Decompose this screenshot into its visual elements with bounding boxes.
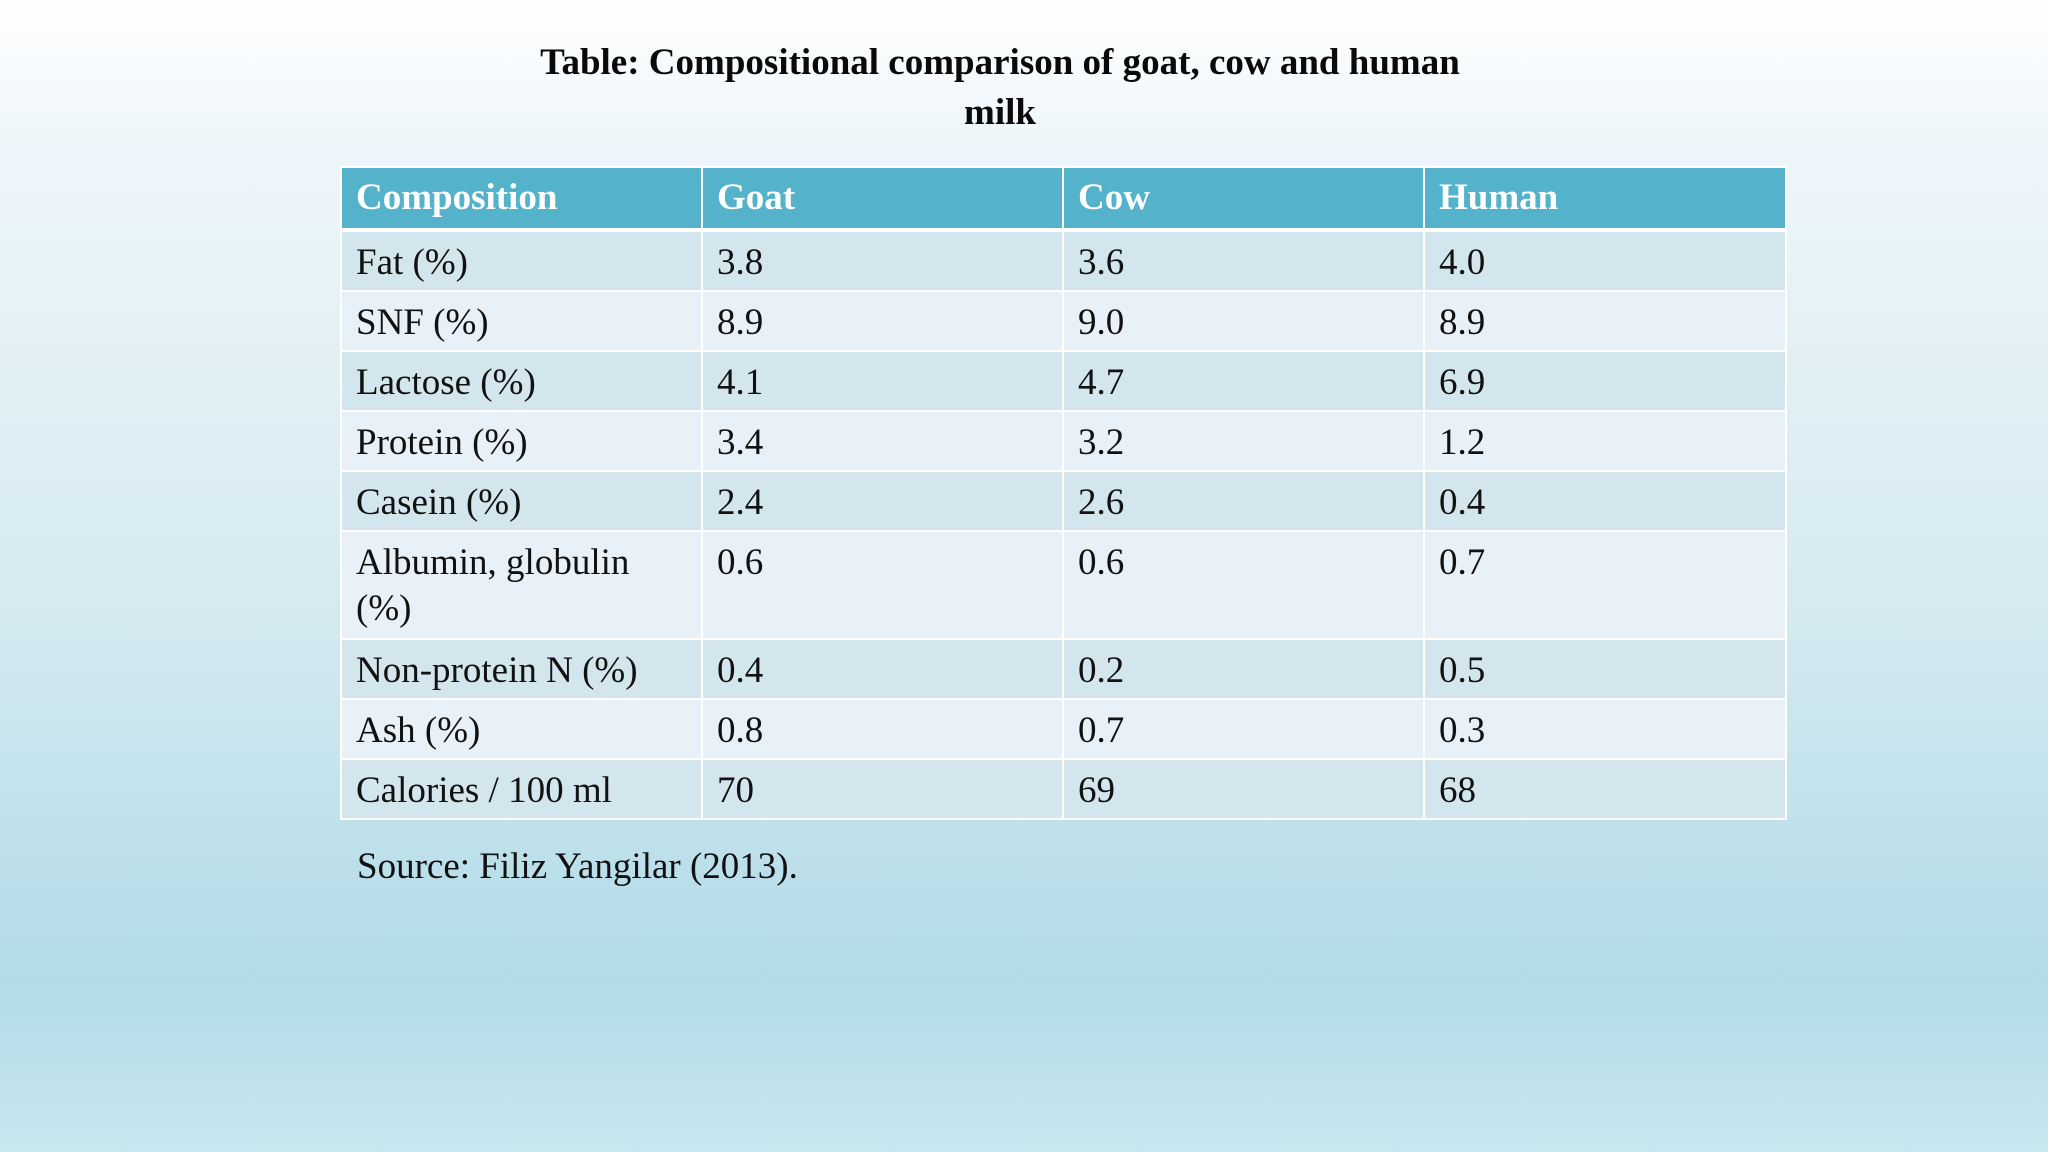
table-row: Calories / 100 ml 70 69 68 [340,758,1787,820]
cow-value: 69 [1062,758,1425,820]
table-row: Albumin, globulin (%) 0.6 0.6 0.7 [340,530,1787,640]
human-value: 68 [1423,758,1787,820]
cow-value: 4.7 [1062,350,1425,412]
source-citation: Source: Filiz Yangilar (2013). [357,846,798,887]
row-label: Fat (%) [340,229,703,292]
goat-value: 70 [701,758,1064,820]
human-value: 0.7 [1423,530,1787,640]
goat-value: 0.4 [701,638,1064,700]
row-label: Non-protein N (%) [340,638,703,700]
header-composition: Composition [340,166,703,232]
cow-value: 2.6 [1062,470,1425,532]
goat-value: 3.8 [701,229,1064,292]
row-label: Albumin, globulin (%) [340,530,703,640]
slide-title: Table: Compositional comparison of goat,… [540,42,1460,133]
table-row: Fat (%) 3.8 3.6 4.0 [340,229,1787,292]
goat-value: 0.6 [701,530,1064,640]
row-label: Protein (%) [340,410,703,472]
composition-table: Composition Goat Cow Human Fat (%) 3.8 3… [340,166,1787,820]
human-value: 0.3 [1423,698,1787,760]
cow-value: 0.2 [1062,638,1425,700]
header-cow: Cow [1062,166,1425,232]
row-label: SNF (%) [340,290,703,352]
goat-value: 0.8 [701,698,1064,760]
goat-value: 4.1 [701,350,1064,412]
table-row: Ash (%) 0.8 0.7 0.3 [340,698,1787,760]
human-value: 6.9 [1423,350,1787,412]
cow-value: 9.0 [1062,290,1425,352]
human-value: 0.4 [1423,470,1787,532]
human-value: 8.9 [1423,290,1787,352]
human-value: 1.2 [1423,410,1787,472]
table-row: SNF (%) 8.9 9.0 8.9 [340,290,1787,352]
goat-value: 8.9 [701,290,1064,352]
row-label: Lactose (%) [340,350,703,412]
table-row: Lactose (%) 4.1 4.7 6.9 [340,350,1787,412]
header-goat: Goat [701,166,1064,232]
row-label: Casein (%) [340,470,703,532]
cow-value: 0.6 [1062,530,1425,640]
table-row: Non-protein N (%) 0.4 0.2 0.5 [340,638,1787,700]
cow-value: 0.7 [1062,698,1425,760]
goat-value: 3.4 [701,410,1064,472]
cow-value: 3.6 [1062,229,1425,292]
goat-value: 2.4 [701,470,1064,532]
table-header-row: Composition Goat Cow Human [340,166,1787,232]
table-row: Casein (%) 2.4 2.6 0.4 [340,470,1787,532]
row-label: Calories / 100 ml [340,758,703,820]
human-value: 0.5 [1423,638,1787,700]
human-value: 4.0 [1423,229,1787,292]
header-human: Human [1423,166,1787,232]
cow-value: 3.2 [1062,410,1425,472]
table-row: Protein (%) 3.4 3.2 1.2 [340,410,1787,472]
row-label: Ash (%) [340,698,703,760]
